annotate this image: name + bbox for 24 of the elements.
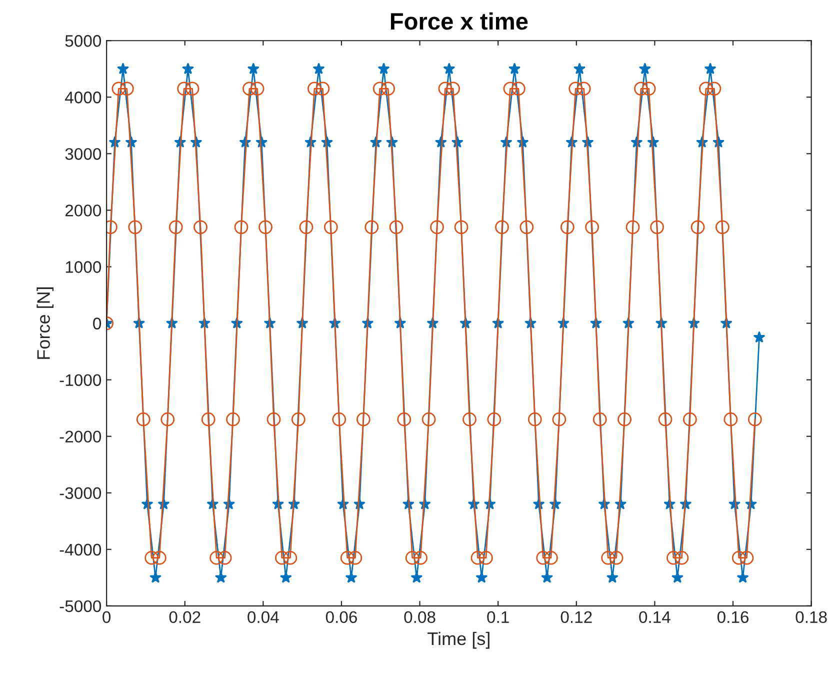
y-tick-label: -5000 xyxy=(60,600,102,612)
y-tick-label: -1000 xyxy=(60,374,102,386)
x-tick-label: 0.16 xyxy=(717,611,748,624)
x-tick-label: 0.14 xyxy=(639,611,670,624)
y-tick-label: 2000 xyxy=(65,204,102,216)
y-tick-label: 4000 xyxy=(65,92,102,104)
x-tick-label: 0.06 xyxy=(326,611,357,624)
y-tick-label: 0 xyxy=(93,318,102,330)
x-tick-label: 0 xyxy=(102,611,111,624)
y-tick-label: -2000 xyxy=(60,430,102,443)
x-tick-label: 0.04 xyxy=(248,611,279,624)
x-axis-title: Time [s] xyxy=(428,632,490,649)
x-tick-label: 0.1 xyxy=(487,611,509,624)
y-tick-label: 3000 xyxy=(65,148,102,160)
x-tick-label: 0.02 xyxy=(169,611,200,624)
y-tick-label: -4000 xyxy=(60,544,102,556)
y-tick-label: -3000 xyxy=(60,487,102,500)
y-axis-title: Force [N] xyxy=(36,287,54,359)
x-tick-label: 0.12 xyxy=(560,611,592,624)
y-tick-label: 1000 xyxy=(66,261,102,273)
x-tick-label: 0.18 xyxy=(796,611,827,624)
chart-title: Force x time xyxy=(390,12,528,30)
y-tick-label: 5000 xyxy=(65,35,102,47)
x-tick-label: 0.08 xyxy=(404,611,436,624)
